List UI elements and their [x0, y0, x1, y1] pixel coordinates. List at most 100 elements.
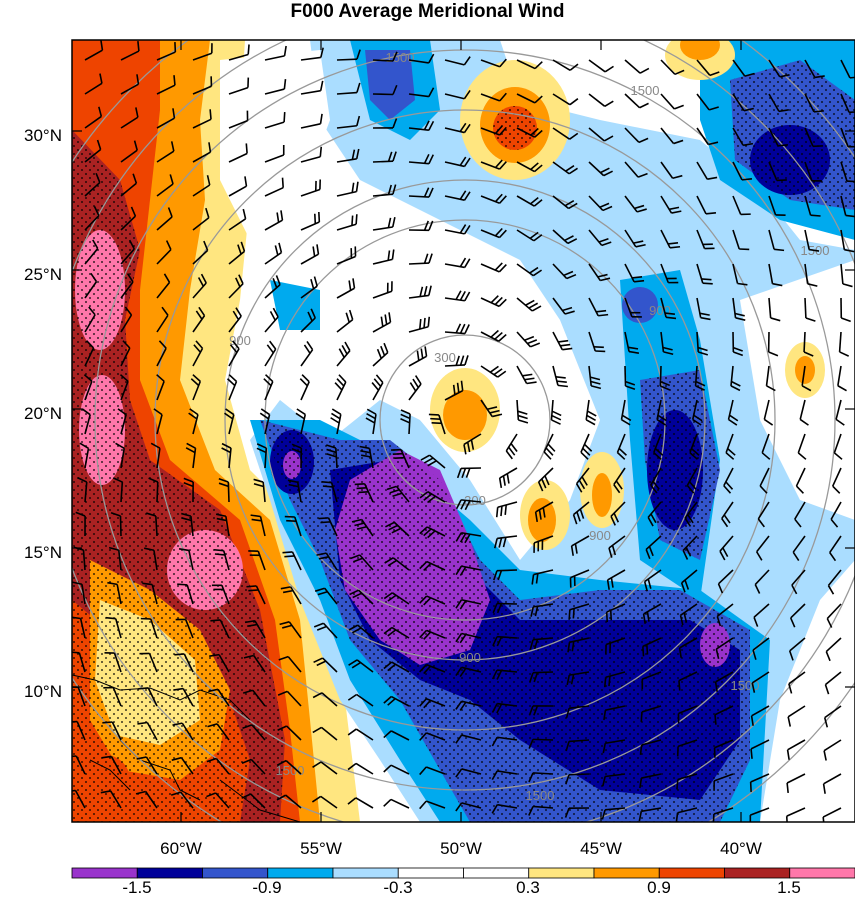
wind-barb [732, 195, 751, 216]
wind-barb [610, 501, 626, 526]
wind-barb [384, 557, 410, 571]
wind-barb [480, 125, 507, 136]
wind-barb [804, 297, 816, 322]
wind-barb [491, 803, 518, 814]
wind-barb [552, 93, 579, 106]
wind-barb [156, 374, 165, 401]
wind-barb [336, 82, 361, 95]
wind-barb [120, 340, 131, 367]
wind-barb [354, 483, 374, 503]
distance-ring-4 [94, 49, 836, 791]
wind-barb [694, 365, 706, 391]
colorbar-swatch-7 [528, 867, 595, 879]
wind-barb [678, 671, 698, 691]
wind-barb [676, 773, 698, 790]
wind-barb [565, 739, 590, 752]
wind-barb [552, 263, 577, 280]
wind-barb [336, 148, 360, 163]
wind-barb [300, 80, 324, 95]
wind-barb [444, 122, 471, 134]
wind-barb [300, 179, 322, 197]
wind-barb [528, 705, 554, 716]
wind-barb [572, 501, 590, 525]
wind-barb [732, 127, 754, 147]
wind-barb [789, 603, 806, 628]
wind-barb [75, 511, 86, 537]
colorbar-label-1: -0.9 [252, 878, 281, 897]
wind-barb [455, 666, 482, 678]
wind-barb [100, 790, 122, 809]
wind-barb [372, 151, 397, 163]
wind-barb [185, 442, 197, 469]
wind-barb [645, 535, 662, 560]
wind-barb [148, 477, 159, 503]
wind-barb [751, 671, 770, 693]
wind-barb [264, 79, 287, 95]
wind-barb [336, 115, 361, 129]
wind-barb [287, 479, 302, 503]
wind-barb [696, 331, 709, 356]
wind-barb [244, 619, 266, 639]
distance-ring-0 [379, 334, 551, 506]
wind-barb [660, 263, 679, 284]
wind-barb [840, 195, 855, 218]
wind-barb [248, 550, 266, 571]
colorbar-swatch-9 [658, 867, 725, 879]
wind-barb [72, 581, 86, 605]
wind-barb [797, 433, 807, 460]
wind-barb [714, 671, 734, 692]
wind-barb [624, 229, 646, 248]
wind-barb [498, 467, 518, 489]
wind-barb [804, 93, 824, 113]
wind-barb [210, 619, 230, 639]
wind-barb [455, 499, 482, 511]
wind-barb [264, 340, 277, 367]
wind-barb [822, 773, 842, 794]
wind-barb [314, 587, 338, 605]
wind-barb [242, 724, 266, 741]
wind-barb [408, 285, 432, 299]
wind-barb [104, 651, 122, 673]
ring-label-11: 1500 [276, 763, 305, 778]
wind-barb [822, 807, 842, 822]
wind-barb [243, 654, 266, 673]
wind-barb [823, 739, 842, 761]
wind-barb [768, 127, 789, 147]
wind-barb [588, 229, 612, 247]
wind-barb [264, 177, 284, 197]
wind-barb [150, 442, 161, 469]
wind-barb [552, 161, 578, 175]
wind-barb [696, 297, 711, 321]
wind-barb [192, 207, 210, 231]
wind-barb [250, 514, 266, 537]
wind-barb [686, 467, 698, 494]
wind-barb [826, 603, 842, 628]
wind-barbs [72, 40, 855, 822]
wind-barb [156, 141, 175, 163]
positive-island-center-orange [443, 390, 487, 440]
wind-barb [480, 295, 507, 308]
wind-barb [408, 375, 422, 401]
wind-barb [156, 108, 176, 129]
wind-barb [300, 308, 316, 333]
wind-barb [284, 515, 302, 537]
wind-barb [530, 603, 554, 617]
wind-barb [428, 413, 446, 435]
wind-barb [696, 195, 717, 215]
wind-barb [156, 174, 174, 197]
wind-barb [103, 686, 122, 707]
wind-barb [732, 263, 748, 286]
wind-barb [455, 700, 482, 711]
lon-label-55w: 55°W [300, 839, 342, 858]
wind-barb [372, 342, 389, 367]
wind-barb [120, 206, 137, 231]
wind-barb [642, 603, 662, 624]
wind-barb [788, 671, 806, 694]
wind-barb [347, 797, 374, 809]
wind-barb [371, 374, 384, 401]
wind-barb [444, 90, 471, 100]
wind-barb [207, 723, 230, 741]
wind-barb [359, 445, 374, 469]
wind-barb [350, 554, 374, 571]
wind-barb [732, 93, 754, 112]
